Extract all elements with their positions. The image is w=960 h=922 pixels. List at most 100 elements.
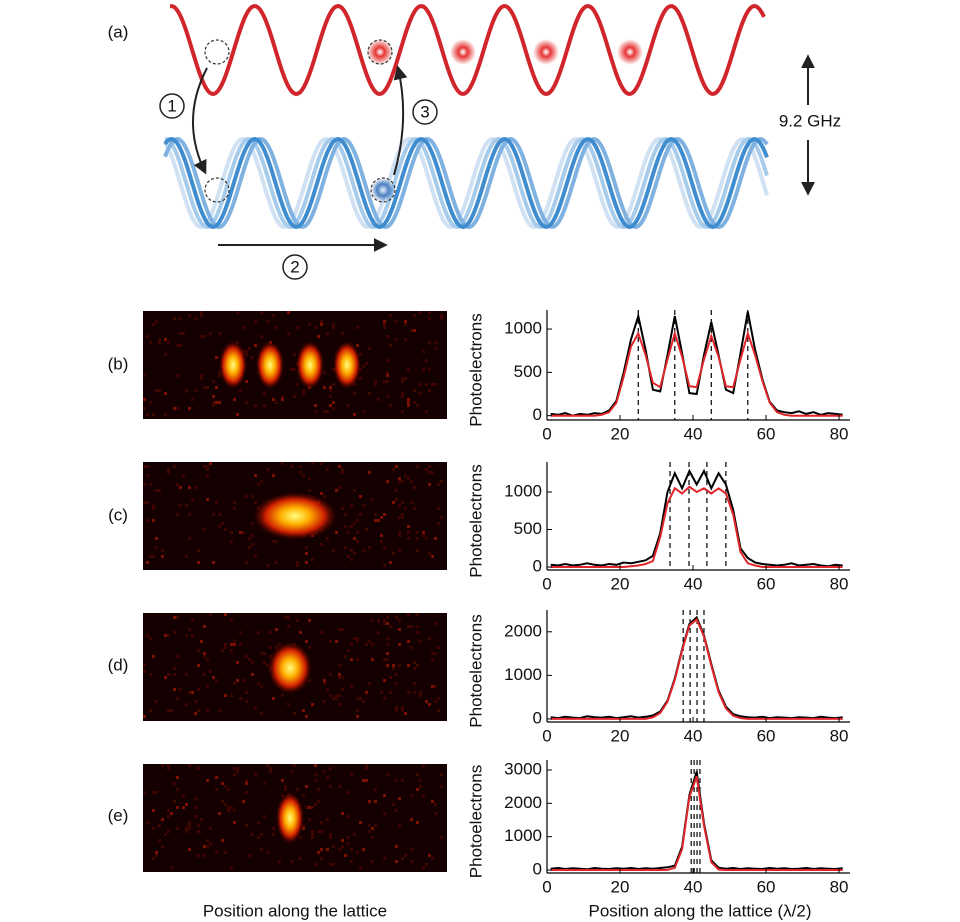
y-tick-label: 500 [514,519,542,538]
noise-pixel [428,311,431,314]
noise-pixel [221,649,224,652]
noise-pixel [368,471,371,474]
noise-pixel [413,667,416,670]
noise-pixel [434,803,437,806]
noise-pixel [335,489,338,492]
data-line [550,615,843,720]
noise-pixel [248,658,251,661]
noise-pixel [341,507,344,510]
noise-pixel [332,549,335,552]
noise-pixel [401,380,404,383]
noise-pixel [245,779,248,782]
noise-pixel [245,655,248,658]
y-tick-label: 0 [533,405,542,424]
noise-pixel [143,501,146,504]
atom-cloud [219,341,247,389]
noise-pixel [287,311,290,314]
noise-pixel [164,413,167,416]
noise-pixel [425,863,428,866]
noise-pixel [347,842,350,845]
noise-pixel [401,395,404,398]
noise-pixel [401,706,404,709]
noise-pixel [170,866,173,869]
noise-pixel [398,477,401,480]
noise-pixel [425,383,428,386]
noise-pixel [158,489,161,492]
noise-pixel [308,477,311,480]
noise-pixel [290,860,293,863]
noise-pixel [401,857,404,860]
noise-pixel [239,631,242,634]
noise-pixel [326,537,329,540]
noise-pixel [233,809,236,812]
noise-pixel [179,344,182,347]
noise-pixel [425,359,428,362]
noise-pixel [395,338,398,341]
blue-lattice [163,136,769,230]
noise-pixel [278,643,281,646]
data-line [550,617,843,720]
y-axis-label: Photoelectrons [466,313,485,426]
data-line [550,329,843,417]
noise-pixel [407,691,410,694]
x-tick-label: 20 [611,877,630,896]
noise-pixel [383,326,386,329]
noise-pixel [437,646,440,649]
noise-pixel [356,658,359,661]
noise-pixel [206,685,209,688]
noise-pixel [395,489,398,492]
noise-pixel [374,788,377,791]
panel-label: (d) [108,655,129,674]
noise-pixel [287,616,290,619]
noise-pixel [383,658,386,661]
noise-pixel [386,374,389,377]
noise-pixel [167,830,170,833]
noise-pixel [425,468,428,471]
noise-pixel [164,634,167,637]
noise-pixel [416,537,419,540]
noise-pixel [254,555,257,558]
noise-pixel [377,398,380,401]
noise-pixel [371,619,374,622]
noise-pixel [206,468,209,471]
noise-pixel [353,392,356,395]
noise-pixel [431,652,434,655]
noise-pixel [338,673,341,676]
y-tick-label: 2000 [504,621,542,640]
noise-pixel [338,785,341,788]
noise-pixel [251,673,254,676]
noise-pixel [413,682,416,685]
noise-pixel [155,537,158,540]
noise-pixel [350,643,353,646]
noise-pixel [149,637,152,640]
panel-label: (b) [108,354,129,373]
noise-pixel [380,534,383,537]
noise-pixel [410,480,413,483]
noise-pixel [302,709,305,712]
noise-pixel [359,353,362,356]
noise-pixel [308,818,311,821]
noise-pixel [386,480,389,483]
noise-pixel [197,854,200,857]
noise-pixel [314,863,317,866]
noise-pixel [407,531,410,534]
noise-pixel [434,347,437,350]
atom-cloud [333,341,361,389]
noise-pixel [359,377,362,380]
data-line [550,311,843,417]
noise-pixel [368,800,371,803]
noise-pixel [269,646,272,649]
noise-pixel [176,655,179,658]
noise-pixel [434,652,437,655]
panel-label: (e) [108,806,129,825]
noise-pixel [194,797,197,800]
noise-pixel [389,404,392,407]
noise-pixel [350,860,353,863]
noise-pixel [389,625,392,628]
noise-pixel [419,392,422,395]
noise-pixel [404,320,407,323]
noise-pixel [296,326,299,329]
noise-pixel [245,782,248,785]
noise-pixel [431,471,434,474]
noise-pixel [401,377,404,380]
